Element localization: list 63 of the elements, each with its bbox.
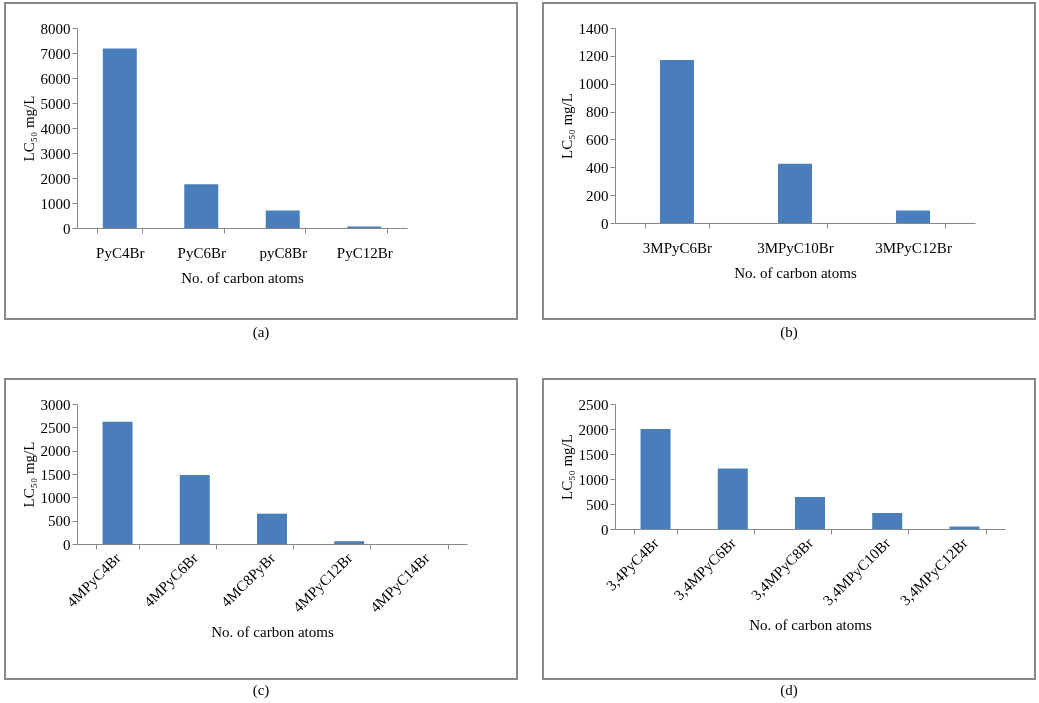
y-tick-label: 5000 — [40, 95, 71, 112]
x-axis-title: No. of carbon atoms — [181, 269, 304, 286]
bar — [640, 429, 671, 529]
y-axis-title: LC₅₀ mg/L — [558, 93, 575, 159]
y-tick-label: 2500 — [40, 419, 71, 436]
bar — [102, 421, 133, 544]
y-tick-label: 2000 — [40, 170, 71, 187]
bar — [795, 497, 825, 529]
y-tick-label: 1500 — [40, 466, 71, 483]
y-tick-label: 2000 — [578, 421, 609, 438]
x-tick-label: PyC4Br — [96, 244, 145, 261]
y-tick-label: 0 — [63, 220, 71, 237]
y-tick-label: 500 — [586, 496, 609, 513]
y-tick-label: 2500 — [578, 396, 609, 413]
y-tick-label: 200 — [586, 187, 609, 204]
y-tick-label: 800 — [586, 104, 609, 121]
bar — [778, 163, 812, 223]
y-tick-label: 0 — [601, 521, 609, 538]
bar — [179, 474, 210, 544]
bar — [872, 513, 903, 529]
bar — [896, 210, 931, 223]
y-axis-title: LC₅₀ mg/L — [20, 441, 37, 508]
y-tick-label: 1400 — [578, 20, 609, 37]
x-tick-label: 3MPyC12Br — [875, 239, 952, 256]
text: (d) — [779, 682, 799, 699]
x-tick-label: pyC8Br — [259, 244, 307, 261]
y-tick-label: 8000 — [40, 20, 71, 37]
bar — [334, 541, 365, 544]
y-tick-label: 500 — [48, 513, 71, 530]
bar — [659, 60, 694, 223]
y-tick-label: 1500 — [578, 446, 609, 463]
y-tick-label: 7000 — [40, 45, 71, 62]
y-tick-label: 0 — [601, 215, 609, 232]
y-tick-label: 3000 — [40, 145, 71, 162]
bar — [717, 468, 748, 529]
y-tick-label: 1000 — [578, 76, 609, 93]
bar — [265, 210, 300, 228]
y-axis-title: LC₅₀ mg/L — [558, 434, 575, 500]
y-tick-label: 1000 — [40, 489, 71, 506]
bar — [257, 513, 287, 544]
y-tick-label: 0 — [63, 536, 71, 553]
y-axis-title: LC₅₀ mg/L — [20, 95, 37, 162]
text: (c) — [251, 682, 271, 699]
y-tick-label: 2000 — [40, 443, 71, 460]
y-tick-label: 1000 — [40, 195, 71, 212]
x-tick-label: 3MPyC6Br — [642, 239, 713, 256]
x-tick-label: 3MPyC10Br — [757, 239, 834, 256]
bar — [184, 184, 219, 228]
x-axis-title: No. of carbon atoms — [749, 617, 872, 634]
y-tick-label: 600 — [586, 131, 609, 148]
x-axis-title: No. of carbon atoms — [211, 624, 334, 641]
x-tick-label: PyC12Br — [336, 244, 393, 261]
y-tick-label: 400 — [586, 159, 609, 176]
y-tick-label: 1000 — [578, 471, 609, 488]
bar — [102, 48, 137, 228]
y-tick-label: 6000 — [40, 70, 71, 87]
y-tick-label: 4000 — [40, 120, 71, 137]
x-axis-title: No. of carbon atoms — [734, 264, 857, 281]
x-tick-label: PyC6Br — [177, 244, 226, 261]
y-tick-label: 3000 — [40, 396, 71, 413]
y-tick-label: 1200 — [578, 48, 609, 65]
text: (b) — [779, 324, 799, 341]
text: (a) — [251, 324, 271, 341]
